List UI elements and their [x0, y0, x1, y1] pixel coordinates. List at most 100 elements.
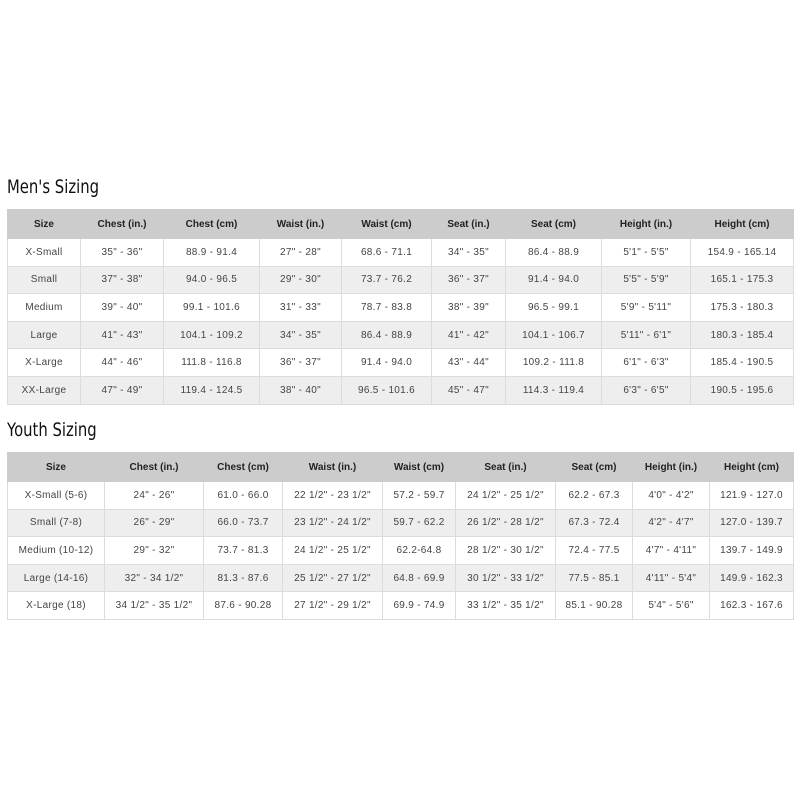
size-label-cell: X-Small: [7, 238, 81, 267]
table-row: Medium (10-12) 29" - 32" 73.7 - 81.3 24 1/2…: [7, 536, 794, 565]
table-cell: 23 1/2" - 24 1/2": [282, 508, 383, 538]
table-cell: 185.4 - 190.5: [690, 348, 794, 377]
table-cell: 45" - 47": [431, 375, 506, 405]
table-cell: 5'9" - 5'11": [601, 293, 691, 322]
table-cell: 73.7 - 76.2: [341, 265, 432, 295]
table-cell: 24 1/2" - 25 1/2": [455, 481, 556, 510]
size-label-cell: Medium: [7, 293, 81, 322]
size-label-cell: Small: [7, 265, 81, 295]
column-header: Seat (in.): [455, 452, 556, 482]
table-cell: 34" - 35": [431, 238, 506, 267]
table-cell: 99.1 - 101.6: [163, 293, 260, 322]
table-cell: 41" - 42": [431, 320, 506, 350]
table-cell: 27 1/2" - 29 1/2": [282, 591, 383, 620]
header-row: Size Chest (in.) Chest (cm) Waist (in.) Wais…: [7, 452, 794, 482]
table-cell: 68.6 - 71.1: [341, 238, 432, 267]
table-cell: 127.0 - 139.7: [709, 508, 794, 538]
table-cell: 81.3 - 87.6: [203, 563, 283, 593]
table-cell: 175.3 - 180.3: [690, 293, 794, 322]
column-header: Height (cm): [690, 209, 794, 239]
column-header: Waist (cm): [341, 209, 432, 239]
column-header: Height (cm): [709, 452, 794, 482]
column-header: Chest (in.): [104, 452, 204, 482]
table-cell: 36" - 37": [431, 265, 506, 295]
table-row: X-Small 35" - 36" 88.9 - 91.4 27" - 28" 68.6…: [7, 238, 794, 267]
table-cell: 57.2 - 59.7: [382, 481, 456, 510]
table-cell: 94.0 - 96.5: [163, 265, 260, 295]
table-cell: 86.4 - 88.9: [505, 238, 602, 267]
table-cell: 34 1/2" - 35 1/2": [104, 591, 204, 620]
table-cell: 26" - 29": [104, 508, 204, 538]
table-cell: 104.1 - 106.7: [505, 320, 602, 350]
table-cell: 114.3 - 119.4: [505, 375, 602, 405]
table-cell: 4'7" - 4'11": [632, 536, 710, 565]
column-header: Chest (cm): [163, 209, 260, 239]
table-cell: 59.7 - 62.2: [382, 508, 456, 538]
table-cell: 64.8 - 69.9: [382, 563, 456, 593]
header-row: Size Chest (in.) Chest (cm) Waist (in.) Wais…: [7, 209, 794, 239]
table-row: Small 37" - 38" 94.0 - 96.5 29" - 30" 73.7 -…: [7, 265, 794, 295]
youth-size-table: Size Chest (in.) Chest (cm) Waist (in.) Wais…: [7, 452, 794, 620]
table-cell: 73.7 - 81.3: [203, 536, 283, 565]
table-cell: 35" - 36": [80, 238, 164, 267]
table-cell: 5'11" - 6'1": [601, 320, 691, 350]
table-cell: 109.2 - 111.8: [505, 348, 602, 377]
table-cell: 86.4 - 88.9: [341, 320, 432, 350]
table-cell: 5'4" - 5'6": [632, 591, 710, 620]
table-cell: 4'2" - 4'7": [632, 508, 710, 538]
size-label-cell: X-Large (18): [7, 591, 105, 620]
table-cell: 190.5 - 195.6: [690, 375, 794, 405]
table-row: Small (7-8) 26" - 29" 66.0 - 73.7 23 1/2" -…: [7, 508, 794, 538]
table-cell: 66.0 - 73.7: [203, 508, 283, 538]
table-cell: 104.1 - 109.2: [163, 320, 260, 350]
size-label-cell: X-Large: [7, 348, 81, 377]
table-cell: 30 1/2" - 33 1/2": [455, 563, 556, 593]
table-cell: 62.2-64.8: [382, 536, 456, 565]
table-cell: 85.1 - 90.28: [555, 591, 633, 620]
table-cell: 4'0" - 4'2": [632, 481, 710, 510]
table-cell: 28 1/2" - 30 1/2": [455, 536, 556, 565]
column-header: Chest (in.): [80, 209, 164, 239]
table-cell: 162.3 - 167.6: [709, 591, 794, 620]
table-row: X-Small (5-6) 24" - 26" 61.0 - 66.0 22 1/2"…: [7, 481, 794, 510]
table-cell: 29" - 32": [104, 536, 204, 565]
column-header: Chest (cm): [203, 452, 283, 482]
column-header: Seat (cm): [505, 209, 602, 239]
table-cell: 25 1/2" - 27 1/2": [282, 563, 383, 593]
column-header: Size: [7, 209, 81, 239]
table-cell: 91.4 - 94.0: [341, 348, 432, 377]
table-cell: 87.6 - 90.28: [203, 591, 283, 620]
table-row: Large 41" - 43" 104.1 - 109.2 34" - 35" 86.4…: [7, 320, 794, 350]
table-row: Medium 39" - 40" 99.1 - 101.6 31" - 33" 78.7…: [7, 293, 794, 322]
table-cell: 43" - 44": [431, 348, 506, 377]
table-cell: 96.5 - 99.1: [505, 293, 602, 322]
table-cell: 39" - 40": [80, 293, 164, 322]
table-cell: 44" - 46": [80, 348, 164, 377]
size-label-cell: XX-Large: [7, 375, 81, 405]
table-cell: 41" - 43": [80, 320, 164, 350]
table-cell: 34" - 35": [259, 320, 342, 350]
table-cell: 180.3 - 185.4: [690, 320, 794, 350]
table-cell: 36" - 37": [259, 348, 342, 377]
table-cell: 139.7 - 149.9: [709, 536, 794, 565]
table-cell: 67.3 - 72.4: [555, 508, 633, 538]
table-cell: 24" - 26": [104, 481, 204, 510]
table-cell: 22 1/2" - 23 1/2": [282, 481, 383, 510]
table-cell: 29" - 30": [259, 265, 342, 295]
table-row: XX-Large 47" - 49" 119.4 - 124.5 38" - 40" 9…: [7, 375, 794, 405]
table-cell: 47" - 49": [80, 375, 164, 405]
column-header: Height (in.): [632, 452, 710, 482]
table-cell: 88.9 - 91.4: [163, 238, 260, 267]
table-cell: 62.2 - 67.3: [555, 481, 633, 510]
table-row: X-Large (18) 34 1/2" - 35 1/2" 87.6 - 90.2…: [7, 591, 794, 620]
mens-sizing-title: Men's Sizing: [7, 176, 100, 198]
column-header: Size: [7, 452, 105, 482]
table-cell: 6'3" - 6'5": [601, 375, 691, 405]
size-label-cell: Large: [7, 320, 81, 350]
table-cell: 149.9 - 162.3: [709, 563, 794, 593]
table-cell: 61.0 - 66.0: [203, 481, 283, 510]
table-cell: 6'1" - 6'3": [601, 348, 691, 377]
table-cell: 27" - 28": [259, 238, 342, 267]
column-header: Height (in.): [601, 209, 691, 239]
mens-size-table: Size Chest (in.) Chest (cm) Waist (in.) Wais…: [7, 209, 794, 405]
